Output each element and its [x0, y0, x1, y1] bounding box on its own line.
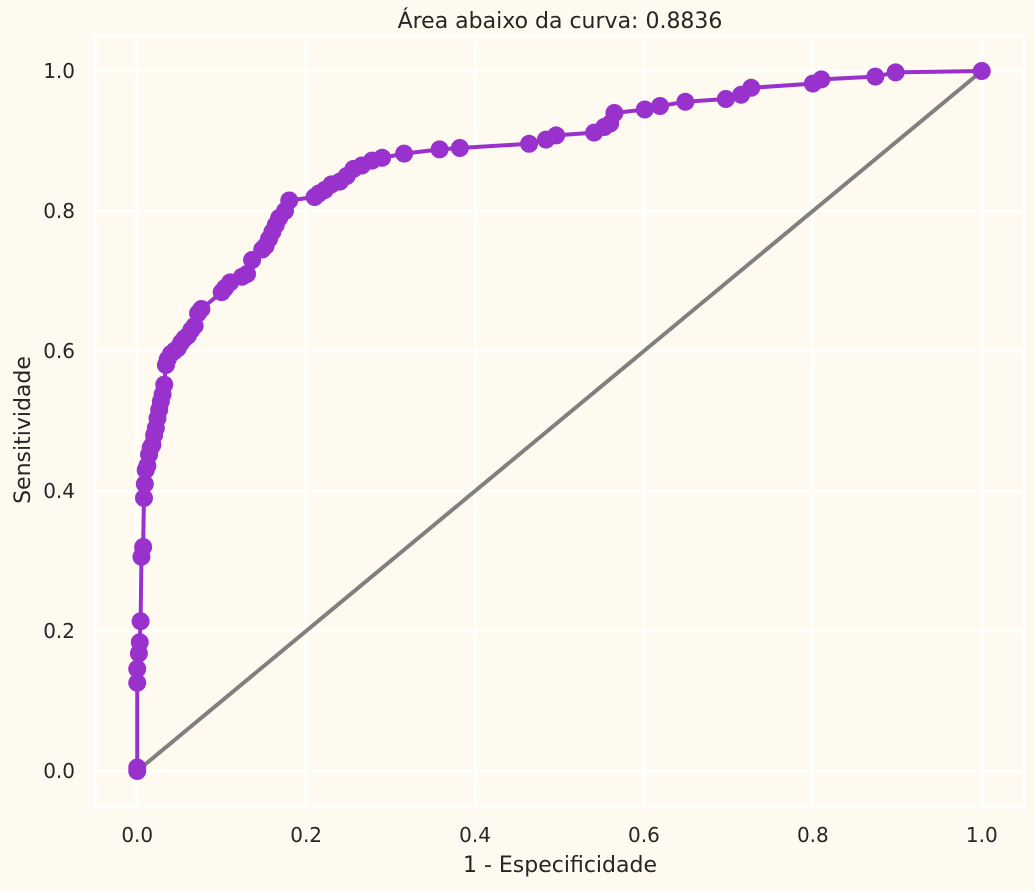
- roc-point: [716, 90, 735, 108]
- roc-point: [520, 134, 539, 153]
- roc-point: [131, 612, 150, 631]
- roc-point: [128, 659, 147, 678]
- roc-point: [886, 63, 905, 82]
- roc-point: [866, 67, 885, 86]
- roc-point: [134, 538, 153, 556]
- roc-point: [130, 633, 149, 652]
- roc-point: [280, 191, 299, 210]
- y-tick-label: 0.4: [43, 479, 75, 503]
- y-tick-labels: 0.0 0.2 0.4 0.6 0.8 1.0: [43, 59, 75, 783]
- y-tick-label: 1.0: [43, 59, 75, 83]
- x-tick-labels: 0.0 0.2 0.4 0.6 0.8 1.0: [121, 823, 997, 847]
- roc-point: [430, 140, 449, 159]
- x-tick-label: 0.2: [290, 823, 322, 847]
- roc-point: [651, 97, 670, 115]
- y-tick-label: 0.0: [43, 759, 75, 783]
- x-tick-label: 1.0: [966, 823, 998, 847]
- roc-point: [155, 375, 174, 394]
- x-tick-label: 0.0: [121, 823, 153, 847]
- roc-point: [635, 100, 654, 119]
- x-tick-label: 0.6: [628, 823, 660, 847]
- chart-title: Área abaixo da curva: 0.8836: [398, 8, 723, 34]
- roc-point: [450, 139, 469, 157]
- roc-point: [742, 78, 761, 97]
- reference-diagonal-line: [135, 69, 984, 773]
- roc-point: [812, 70, 831, 89]
- roc-point: [676, 92, 695, 111]
- y-tick-label: 0.6: [43, 339, 75, 363]
- y-tick-label: 0.8: [43, 199, 75, 223]
- roc-point: [238, 265, 257, 283]
- roc-point: [373, 148, 392, 167]
- roc-point: [128, 758, 147, 777]
- roc-point: [547, 126, 566, 145]
- y-tick-label: 0.2: [43, 619, 75, 643]
- series-layer: [128, 62, 991, 780]
- roc-point: [128, 673, 147, 692]
- roc-point: [605, 104, 624, 122]
- roc-point: [192, 300, 211, 318]
- x-tick-label: 0.4: [459, 823, 491, 847]
- plot-area-frame: [93, 34, 1026, 808]
- roc-point: [972, 62, 991, 80]
- roc-point: [134, 489, 153, 507]
- x-tick-label: 0.8: [797, 823, 829, 847]
- y-axis-label: Sensitividade: [11, 356, 36, 504]
- roc-point: [135, 475, 154, 493]
- roc-point: [395, 144, 414, 163]
- x-axis-label: 1 - Especificidade: [463, 853, 657, 878]
